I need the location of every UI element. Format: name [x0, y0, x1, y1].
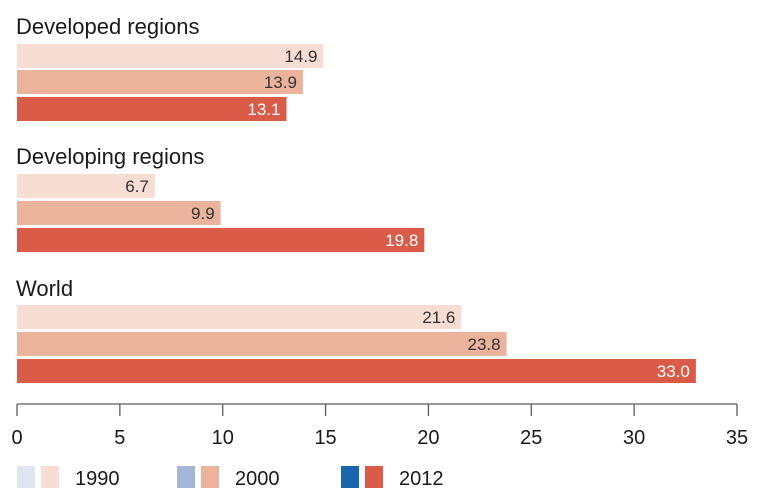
legend-item-2012: 2012	[341, 466, 444, 490]
bar-value-label: 14.9	[284, 47, 317, 66]
bar-value-label: 23.8	[468, 335, 501, 354]
bar-value-label: 33.0	[657, 362, 690, 381]
x-axis: 0 5 10 15 20 25 30 35	[11, 403, 748, 449]
bar-world-2000	[17, 332, 507, 356]
legend-label: 2012	[399, 468, 444, 490]
legend-item-2000: 2000	[177, 466, 280, 490]
bar-developing-regions-2012	[17, 228, 425, 252]
bar-value-label: 6.7	[125, 177, 149, 196]
legend-label: 1990	[75, 468, 120, 490]
bar-value-label: 19.8	[385, 231, 418, 250]
legend-swatch	[41, 466, 59, 488]
group-world: World 21.6 23.8 33.0	[16, 276, 696, 383]
group-label: World	[16, 276, 73, 301]
bar-world-2012	[17, 359, 696, 383]
legend-swatch	[201, 466, 219, 488]
x-tick-label: 25	[520, 427, 542, 449]
group-developing-regions: Developing regions 6.7 9.9 19.8	[16, 144, 425, 252]
group-label: Developing regions	[16, 144, 204, 169]
legend-swatch-alt	[17, 466, 35, 488]
legend: 1990 2000 2012	[17, 466, 444, 490]
group-label: Developed regions	[16, 14, 199, 39]
bar-developing-regions-2000	[17, 201, 221, 225]
bar-developed-regions-2012	[17, 97, 287, 121]
legend-item-1990: 1990	[17, 466, 120, 490]
bar-developing-regions-1990	[17, 174, 155, 198]
x-tick-label: 15	[314, 427, 336, 449]
legend-swatch	[365, 466, 383, 488]
bar-value-label: 13.9	[264, 73, 297, 92]
legend-swatch-alt	[177, 466, 195, 488]
legend-swatch-alt	[341, 466, 359, 488]
bar-world-1990	[17, 305, 462, 329]
x-tick-label: 5	[114, 427, 125, 449]
bar-value-label: 21.6	[422, 308, 455, 327]
bar-value-label: 13.1	[247, 100, 280, 119]
legend-label: 2000	[235, 468, 280, 490]
x-tick-label: 20	[417, 427, 439, 449]
group-developed-regions: Developed regions 14.9 13.9 13.1	[16, 14, 324, 121]
x-tick-label: 30	[623, 427, 645, 449]
x-tick-label: 0	[11, 427, 22, 449]
bar-developed-regions-2000	[17, 70, 303, 94]
x-tick-label: 10	[212, 427, 234, 449]
bar-groups: Developed regions 14.9 13.9 13.1 Developing …	[16, 14, 696, 383]
x-tick-label: 35	[726, 427, 748, 449]
bar-developed-regions-1990	[17, 44, 324, 68]
bar-value-label: 9.9	[191, 204, 215, 223]
